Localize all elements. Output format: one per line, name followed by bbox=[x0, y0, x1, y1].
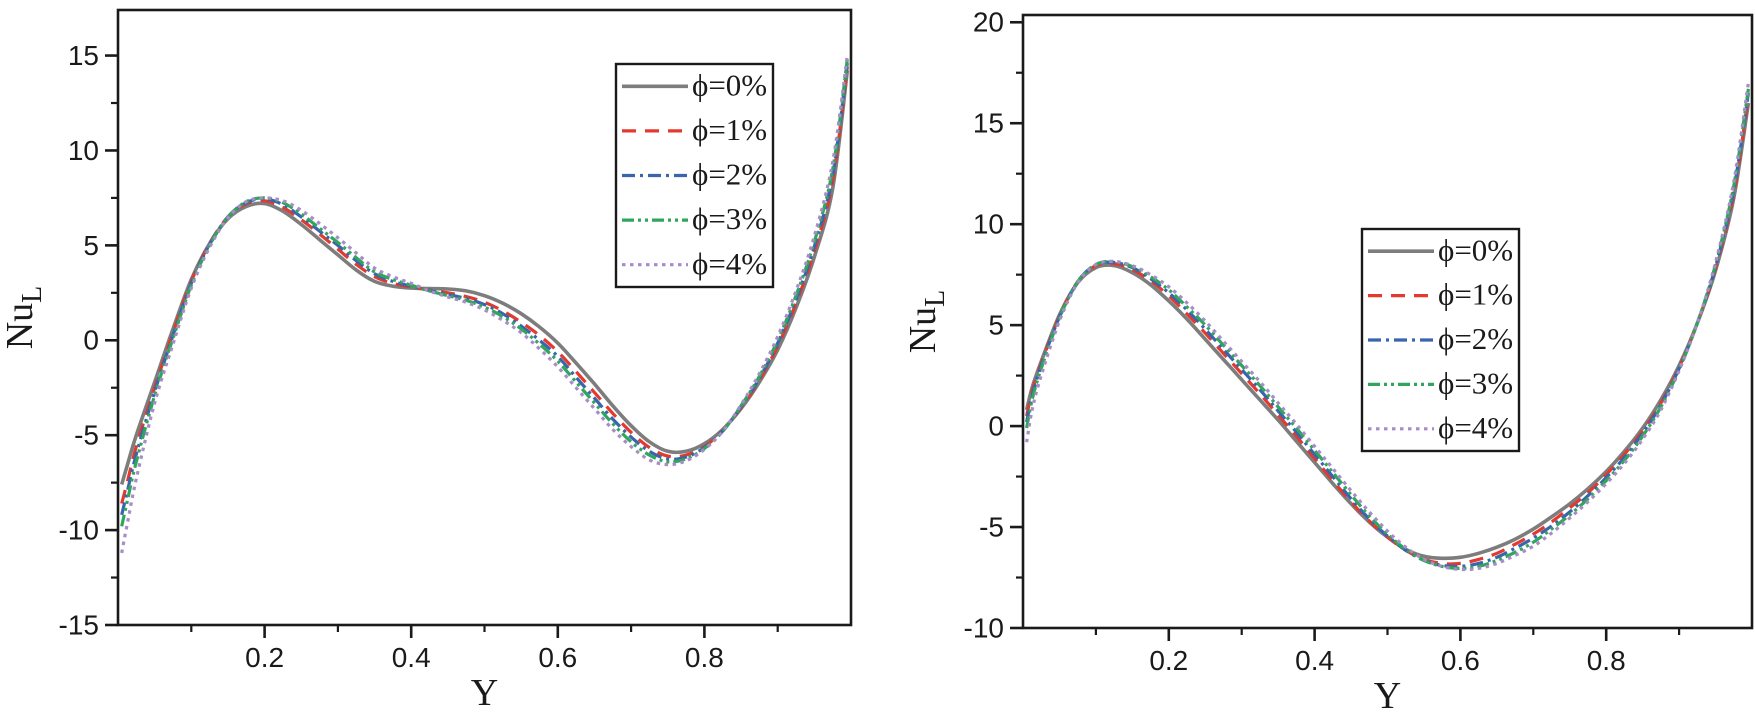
right-chart: 0.2 0.4 0.6 0.8 -10 -5 0 5 10 15 20 Y NuL ϕ=0% ϕ=1% ϕ=2… bbox=[877, 0, 1755, 721]
series-curve-phi-4pct bbox=[1025, 82, 1750, 572]
legend-label-phi-1pct: ϕ=1% bbox=[1438, 277, 1513, 312]
series-curve-phi-3pct bbox=[120, 59, 849, 527]
y-axis-title: NuL bbox=[0, 286, 48, 350]
y-axis-tick-label: 15 bbox=[973, 108, 1004, 139]
y-axis-title-subscript: L bbox=[17, 286, 48, 303]
x-axis-tick-label: 0.8 bbox=[1587, 645, 1626, 676]
x-axis-tick-label: 0.2 bbox=[245, 642, 284, 673]
legend-label-phi-3pct: ϕ=3% bbox=[692, 201, 767, 236]
y-axis-tick-label: 10 bbox=[68, 135, 99, 166]
legend-label-phi-4pct: ϕ=4% bbox=[1438, 410, 1513, 445]
x-axis-tick-label: 0.6 bbox=[1441, 645, 1480, 676]
y-axis-tick-label: 5 bbox=[988, 310, 1004, 341]
legend-label-phi-0pct: ϕ=0% bbox=[692, 67, 767, 102]
chart-1-svg: 0.2 0.4 0.6 0.8-10-505101520YNuLϕ=0%ϕ=1%ϕ=2… bbox=[902, 7, 1754, 717]
series-curve-phi-3pct bbox=[1025, 88, 1750, 570]
legend-label-phi-1pct: ϕ=1% bbox=[692, 112, 767, 147]
y-axis-tick-label: 0 bbox=[988, 410, 1004, 441]
series-curve-phi-4pct bbox=[120, 55, 849, 554]
legend-label-phi-0pct: ϕ=0% bbox=[1438, 232, 1513, 267]
x-axis-tick-label: 0.2 bbox=[1149, 645, 1188, 676]
chart-0-svg: 0.2 0.4 0.6 0.8-15-10-5051015YNuLϕ=0%ϕ=1%ϕ=… bbox=[0, 8, 853, 714]
y-axis-title-main: Nu bbox=[0, 303, 41, 349]
y-axis-tick-label: -15 bbox=[59, 609, 99, 640]
x-axis-tick-label: 0.6 bbox=[538, 642, 577, 673]
x-axis-title: Y bbox=[1374, 675, 1401, 717]
y-axis-tick-label: -5 bbox=[74, 420, 99, 451]
y-axis-tick-label: 5 bbox=[83, 230, 99, 261]
left-chart: 0.2 0.4 0.6 0.8 -15 -10 -5 0 5 10 15 Y NuL ϕ=0% ϕ=1% ϕ=… bbox=[0, 0, 877, 721]
y-axis-tick-label: 15 bbox=[68, 40, 99, 71]
legend-label-phi-3pct: ϕ=3% bbox=[1438, 366, 1513, 401]
x-axis-tick-label: 0.4 bbox=[1295, 645, 1334, 676]
y-axis-tick-label: -10 bbox=[964, 612, 1004, 643]
y-axis-title: NuL bbox=[902, 290, 951, 354]
y-axis-tick-label: 20 bbox=[973, 7, 1004, 38]
y-axis-tick-label: -5 bbox=[979, 511, 1004, 542]
y-axis-title-main: Nu bbox=[902, 307, 944, 353]
series-group bbox=[119, 55, 850, 554]
x-axis-tick-label: 0.8 bbox=[685, 642, 724, 673]
y-axis-title-subscript: L bbox=[920, 290, 951, 307]
y-axis-tick-label: 10 bbox=[973, 209, 1004, 240]
x-axis-tick-label: 0.4 bbox=[392, 642, 431, 673]
legend-label-phi-2pct: ϕ=2% bbox=[692, 157, 767, 192]
legend-label-phi-4pct: ϕ=4% bbox=[692, 246, 767, 281]
series-group bbox=[1024, 82, 1751, 572]
x-axis-title: Y bbox=[471, 672, 498, 714]
y-axis-tick-label: 0 bbox=[83, 325, 99, 356]
legend-label-phi-2pct: ϕ=2% bbox=[1438, 321, 1513, 356]
y-axis-tick-label: -10 bbox=[59, 514, 99, 545]
